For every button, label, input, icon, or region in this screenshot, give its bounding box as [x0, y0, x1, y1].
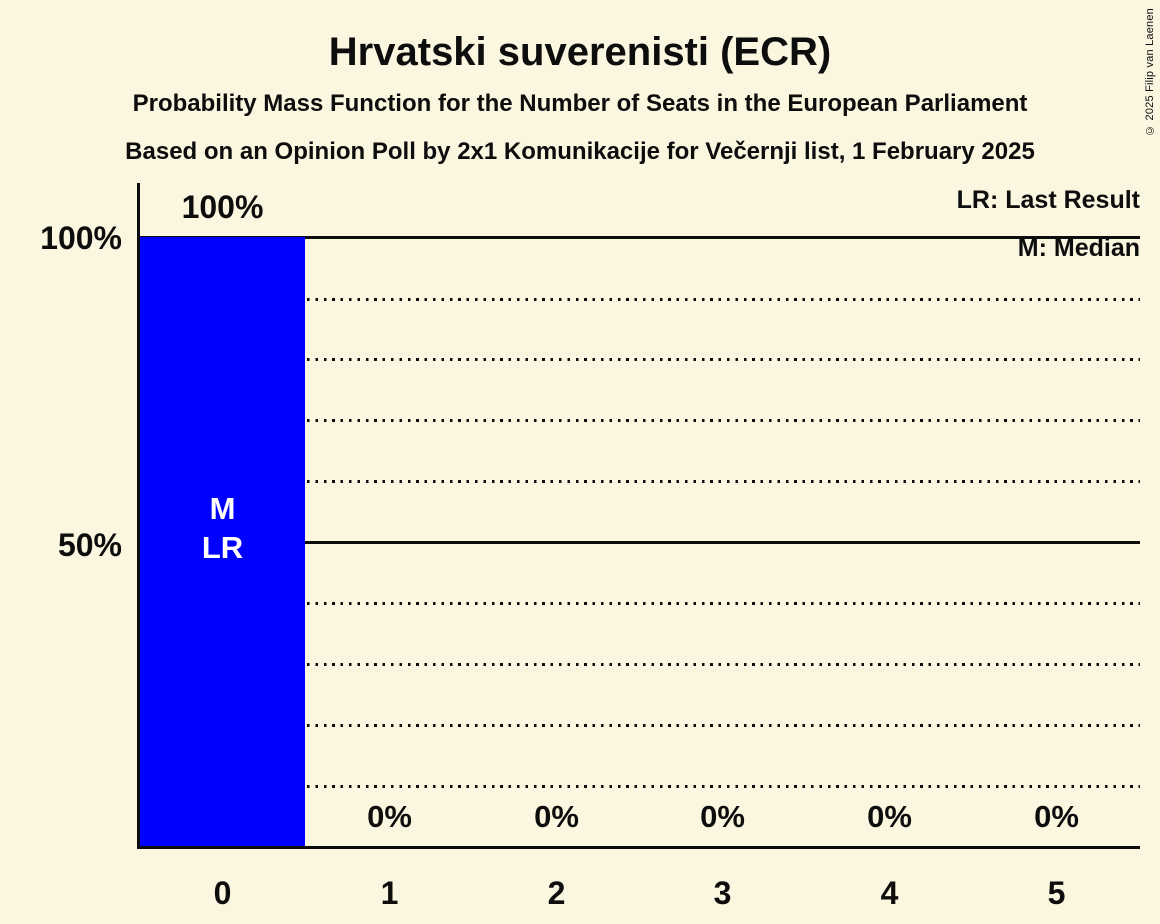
chart-title: Hrvatski suverenisti (ECR) [328, 30, 832, 74]
value-label-seats-1: 0% [367, 799, 412, 834]
x-axis-line [137, 846, 1140, 849]
x-axis-label-4: 4 [880, 875, 899, 911]
value-label-seats-4: 0% [867, 799, 912, 834]
gridline-80 [139, 358, 1140, 361]
gridline-70 [139, 419, 1140, 422]
gridline-30 [139, 663, 1140, 666]
bar-annotation-median-lastresult: M LR [140, 489, 305, 567]
x-axis-label-0: 0 [213, 875, 232, 911]
legend-last-result: LR: Last Result [956, 186, 1140, 214]
x-axis-label-5: 5 [1047, 875, 1066, 911]
y-axis-line [137, 183, 140, 849]
y-axis-tick-100: 100% [40, 220, 122, 256]
value-label-seats-3: 0% [700, 799, 745, 834]
last-result-marker-label: LR [201, 530, 244, 565]
gridline-20 [139, 724, 1140, 727]
copyright-notice: © 2025 Filip van Laenen [1144, 8, 1156, 136]
x-axis-label-3: 3 [713, 875, 732, 911]
value-label-seats-5: 0% [1034, 799, 1079, 834]
x-axis-label-1: 1 [380, 875, 399, 911]
value-label-seats-0: 100% [181, 189, 264, 225]
gridline-100 [139, 236, 1140, 239]
gridline-10 [139, 785, 1140, 788]
legend-median: M: Median [1017, 234, 1140, 262]
gridline-90 [139, 298, 1140, 301]
gridline-40 [139, 602, 1140, 605]
y-axis-tick-50: 50% [57, 527, 122, 563]
bar-seats-0 [140, 237, 305, 846]
median-marker-label: M [209, 491, 236, 526]
value-label-seats-2: 0% [534, 799, 579, 834]
chart-subtitle: Probability Mass Function for the Number… [132, 90, 1028, 117]
gridline-60 [139, 480, 1140, 483]
x-axis-label-2: 2 [547, 875, 566, 911]
poll-source-line: Based on an Opinion Poll by 2x1 Komunika… [125, 138, 1035, 165]
gridline-50 [139, 541, 1140, 544]
